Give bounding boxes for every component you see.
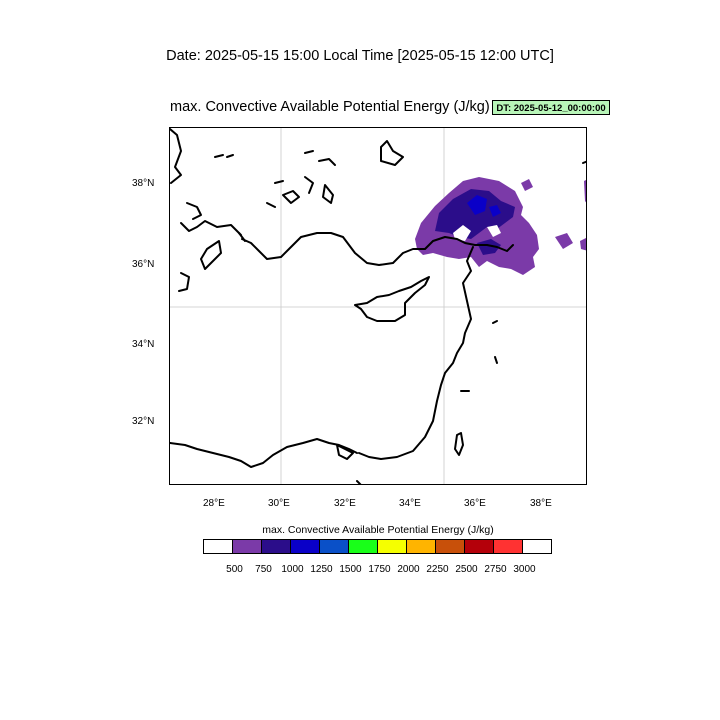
lon-tick-label: 28°E bbox=[203, 498, 225, 509]
colorbar-label: 2500 bbox=[455, 564, 478, 575]
colorbar-cell bbox=[377, 539, 407, 554]
cape-field-750 bbox=[477, 239, 501, 255]
colorbar-label: 1750 bbox=[368, 564, 391, 575]
colorbar-label: 2750 bbox=[484, 564, 507, 575]
colorbar-cell bbox=[261, 539, 291, 554]
colorbar-cell bbox=[464, 539, 494, 554]
coastline-island-2 bbox=[226, 154, 234, 158]
map-title: max. Convective Available Potential Ener… bbox=[170, 99, 490, 115]
colorbar-label: 2000 bbox=[397, 564, 420, 575]
coastline-egypt bbox=[170, 438, 358, 468]
cape-field-1000 bbox=[489, 205, 501, 217]
colorbar-cell bbox=[348, 539, 378, 554]
colorbar-cell bbox=[493, 539, 523, 554]
colorbar-label: 500 bbox=[226, 564, 243, 575]
coastline-lake-2 bbox=[356, 480, 362, 484]
colorbar-cell bbox=[522, 539, 552, 554]
coastline-island-8 bbox=[304, 176, 314, 194]
lat-tick-label: 38°N bbox=[132, 178, 155, 189]
lon-tick-label: 36°E bbox=[464, 498, 486, 509]
cape-field-gap bbox=[453, 225, 471, 241]
coastline-rhodes bbox=[200, 240, 222, 270]
colorbar bbox=[203, 539, 552, 554]
date-title: Date: 2025-05-15 15:00 Local Time [2025-… bbox=[166, 48, 554, 64]
coastline-island-9 bbox=[322, 184, 334, 204]
coastline-cyprus bbox=[354, 276, 430, 322]
coastline-island-11 bbox=[582, 160, 586, 164]
lat-tick-label: 32°N bbox=[132, 416, 155, 427]
lon-tick-label: 32°E bbox=[334, 498, 356, 509]
lon-tick-label: 30°E bbox=[268, 498, 290, 509]
map-canvas bbox=[170, 128, 586, 484]
coastline-island-12 bbox=[492, 320, 498, 324]
lon-tick-label: 34°E bbox=[399, 498, 421, 509]
cape-field-gap bbox=[487, 225, 501, 237]
colorbar-cell bbox=[232, 539, 262, 554]
colorbar-cell bbox=[435, 539, 465, 554]
coastline-island-10 bbox=[266, 202, 276, 208]
coastline-island-13 bbox=[494, 356, 498, 364]
coastline-island-1 bbox=[214, 154, 224, 158]
lat-tick-label: 36°N bbox=[132, 259, 155, 270]
colorbar-label: 1500 bbox=[339, 564, 362, 575]
coastline-dodecanese bbox=[180, 220, 242, 236]
coastline-island-7 bbox=[282, 190, 300, 204]
lat-tick-label: 34°N bbox=[132, 339, 155, 350]
cape-field-500 bbox=[555, 233, 573, 249]
coastline-island-5 bbox=[380, 140, 404, 166]
colorbar-cell bbox=[319, 539, 349, 554]
coastline-sea-of-galilee bbox=[454, 432, 464, 456]
dt-badge: DT: 2025-05-12_00:00:00 bbox=[492, 100, 610, 115]
coastline-nile-delta bbox=[336, 444, 354, 460]
map-frame bbox=[169, 127, 587, 485]
lon-tick-label: 38°E bbox=[530, 498, 552, 509]
coastline-levant bbox=[358, 246, 474, 460]
coastline-anatolia-west-2 bbox=[238, 232, 246, 242]
coastline-anatolia-west bbox=[186, 202, 202, 220]
coastline-island-4 bbox=[318, 158, 336, 166]
cape-field-500 bbox=[580, 238, 586, 251]
coastline-island-6 bbox=[274, 180, 284, 184]
colorbar-cell bbox=[203, 539, 233, 554]
colorbar-cell bbox=[406, 539, 436, 554]
colorbar-cell bbox=[290, 539, 320, 554]
coastline-karpathos bbox=[178, 272, 190, 292]
cape-field-500 bbox=[521, 179, 533, 191]
colorbar-label: 3000 bbox=[513, 564, 536, 575]
cape-field-500 bbox=[584, 180, 586, 203]
colorbar-label: 1250 bbox=[310, 564, 333, 575]
coastline-anatolia-south bbox=[241, 232, 514, 266]
colorbar-label: 1000 bbox=[281, 564, 304, 575]
coastline-aegean-west bbox=[170, 128, 182, 184]
colorbar-title: max. Convective Available Potential Ener… bbox=[262, 524, 494, 536]
coastline-island-3 bbox=[304, 150, 314, 154]
cape-field-1000 bbox=[467, 195, 487, 215]
colorbar-label: 2250 bbox=[426, 564, 449, 575]
colorbar-label: 750 bbox=[255, 564, 272, 575]
